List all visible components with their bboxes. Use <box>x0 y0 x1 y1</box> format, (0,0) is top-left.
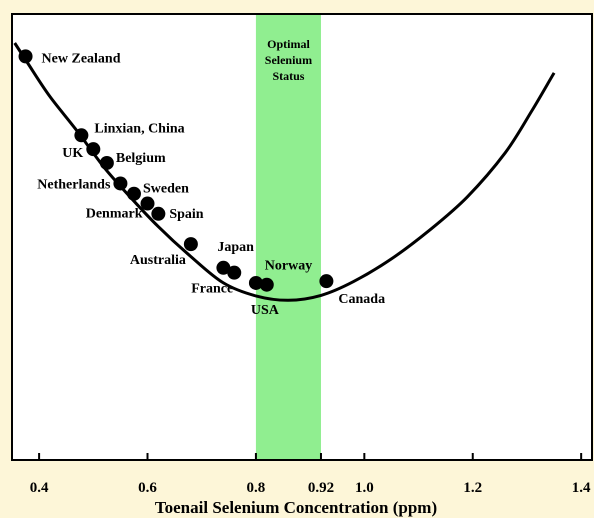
data-point-australia <box>183 237 198 252</box>
data-point-belgium <box>99 155 114 170</box>
data-label-spain: Spain <box>169 207 203 222</box>
data-point-uk <box>86 142 101 157</box>
x-tick-label: 0.4 <box>30 480 49 496</box>
data-label-australia: Australia <box>130 253 186 268</box>
data-label-usa: USA <box>251 303 280 318</box>
x-tick-label: 1.0 <box>355 480 374 496</box>
x-tick-label: 0.6 <box>138 480 157 496</box>
data-label-japan: Japan <box>217 240 254 255</box>
data-point-denmark <box>140 196 155 211</box>
optimal-band <box>255 15 321 459</box>
x-tick-label: 1.4 <box>572 480 591 496</box>
data-label-denmark: Denmark <box>86 207 143 222</box>
data-point-canada <box>319 274 334 289</box>
optimal-band-label-line-3: Status <box>272 69 304 83</box>
data-point-japan <box>216 260 231 275</box>
data-point-norway <box>259 277 274 292</box>
x-axis-title: Toenail Selenium Concentration (ppm) <box>155 498 437 517</box>
data-label-sweden: Sweden <box>143 182 189 197</box>
data-point-new-zealand <box>18 49 33 64</box>
data-label-france: France <box>191 282 233 297</box>
data-point-spain <box>151 206 166 221</box>
data-label-belgium: Belgium <box>116 151 166 166</box>
data-point-france <box>227 265 242 280</box>
data-label-netherlands: Netherlands <box>37 177 111 192</box>
x-tick-label: 0.8 <box>247 480 266 496</box>
data-point-sweden <box>126 186 141 201</box>
optimal-band-label-line-2: Selenium <box>265 53 312 67</box>
data-point-usa <box>248 275 263 290</box>
data-label-norway: Norway <box>265 259 312 274</box>
plot-frame <box>11 13 593 461</box>
data-label-linxian-china: Linxian, China <box>94 121 184 136</box>
data-point-netherlands <box>113 176 128 191</box>
data-point-linxian-china <box>74 128 89 143</box>
data-label-new-zealand: New Zealand <box>42 51 121 66</box>
data-label-uk: UK <box>62 146 83 161</box>
x-tick-label: 1.2 <box>463 480 482 496</box>
x-tick-label: 0.92 <box>308 480 334 496</box>
optimal-band-label-line-1: Optimal <box>267 37 310 51</box>
data-label-canada: Canada <box>338 292 385 307</box>
